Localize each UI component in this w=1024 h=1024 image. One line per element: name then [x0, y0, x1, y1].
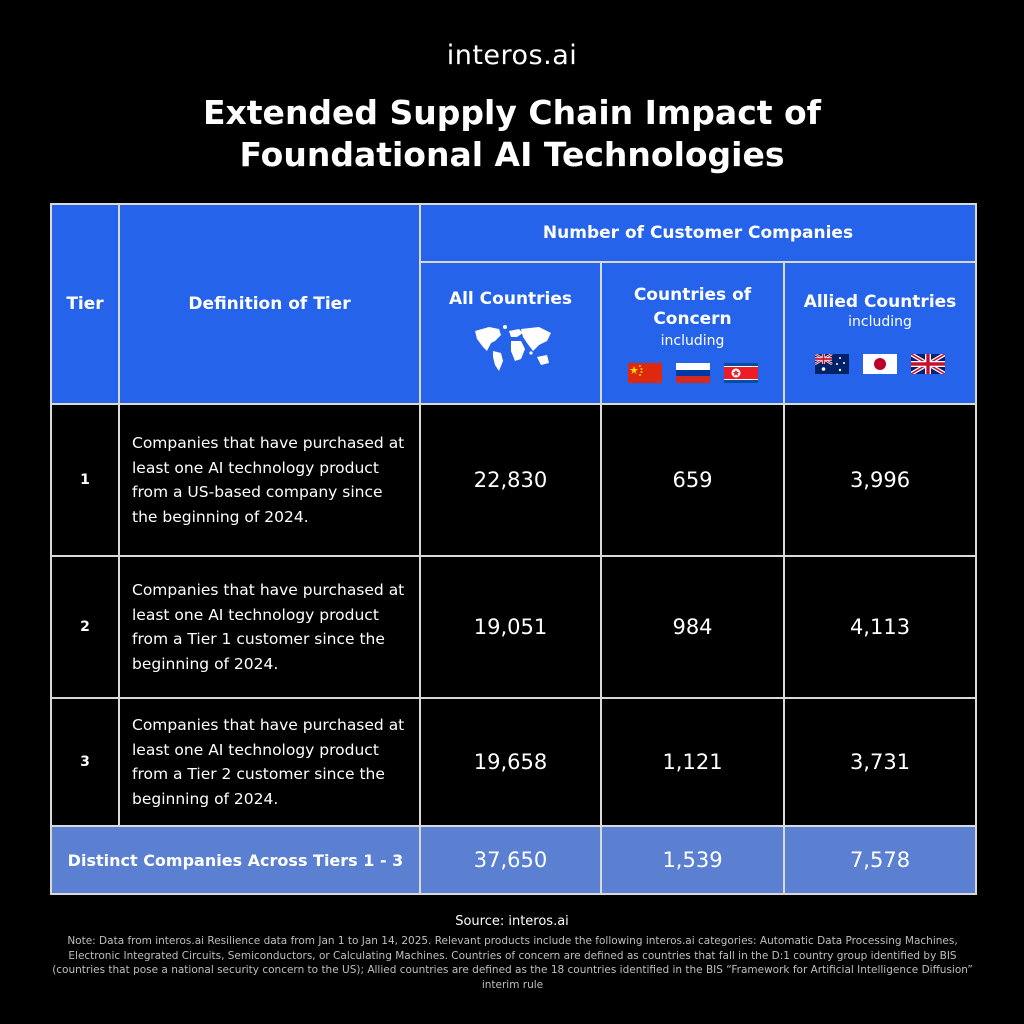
allied-value: 3,996 — [783, 403, 977, 557]
uk-flag-icon — [911, 354, 945, 374]
concern-value: 984 — [600, 555, 785, 699]
table-row: 2 Companies that have purchased at least… — [50, 555, 977, 699]
all-countries-value: 22,830 — [419, 403, 602, 557]
header-tier: Tier — [50, 203, 120, 405]
china-flag-icon — [627, 363, 662, 383]
russia-flag-icon — [675, 363, 710, 383]
allied-value: 3,731 — [783, 697, 977, 827]
concern-value: 1,121 — [600, 697, 785, 827]
header-group: Number of Customer Companies — [419, 203, 977, 263]
tier-number: 2 — [50, 555, 120, 699]
total-allied: 7,578 — [783, 825, 977, 895]
allied-label: Allied Countries — [803, 292, 957, 312]
concern-value: 659 — [600, 403, 785, 557]
source-text: Source: interos.ai — [455, 914, 569, 929]
concern-label: Countries of Concern — [633, 285, 752, 329]
north-korea-flag-icon — [723, 363, 758, 383]
tier-definition: Companies that have purchased at least o… — [118, 697, 421, 827]
japan-flag-icon — [863, 354, 897, 374]
header-definition: Definition of Tier — [118, 203, 421, 405]
title-line-2: Foundational AI Technologies — [239, 135, 785, 174]
header-countries-of-concern: Countries of Concern including — [600, 261, 785, 405]
totals-row: Distinct Companies Across Tiers 1 - 3 37… — [50, 825, 977, 895]
concern-sub: including — [660, 333, 725, 349]
world-map-icon — [421, 321, 600, 378]
all-countries-label: All Countries — [448, 288, 573, 309]
title-line-1: Extended Supply Chain Impact of — [202, 93, 822, 132]
totals-label: Distinct Companies Across Tiers 1 - 3 — [50, 825, 421, 895]
header-allied-countries: Allied Countries including — [783, 261, 977, 405]
table-row: 3 Companies that have purchased at least… — [50, 697, 977, 827]
allied-sub: including — [848, 314, 912, 330]
supply-chain-table: Tier Definition of Tier Number of Custom… — [50, 203, 977, 895]
total-concern: 1,539 — [600, 825, 785, 895]
all-countries-value: 19,658 — [419, 697, 602, 827]
tier-number: 3 — [50, 697, 120, 827]
all-countries-value: 19,051 — [419, 555, 602, 699]
footnote: Note: Data from interos.ai Resilience da… — [52, 935, 973, 991]
tier-definition: Companies that have purchased at least o… — [118, 555, 421, 699]
tier-number: 1 — [50, 403, 120, 557]
table-row: 1 Companies that have purchased at least… — [50, 403, 977, 557]
allied-value: 4,113 — [783, 555, 977, 699]
total-all-countries: 37,650 — [419, 825, 602, 895]
brand-logo: interos.ai — [446, 40, 578, 71]
page-title: Extended Supply Chain Impact of Foundati… — [0, 92, 1024, 176]
australia-flag-icon — [815, 354, 849, 374]
header-all-countries: All Countries — [419, 261, 602, 405]
tier-definition: Companies that have purchased at least o… — [118, 403, 421, 557]
